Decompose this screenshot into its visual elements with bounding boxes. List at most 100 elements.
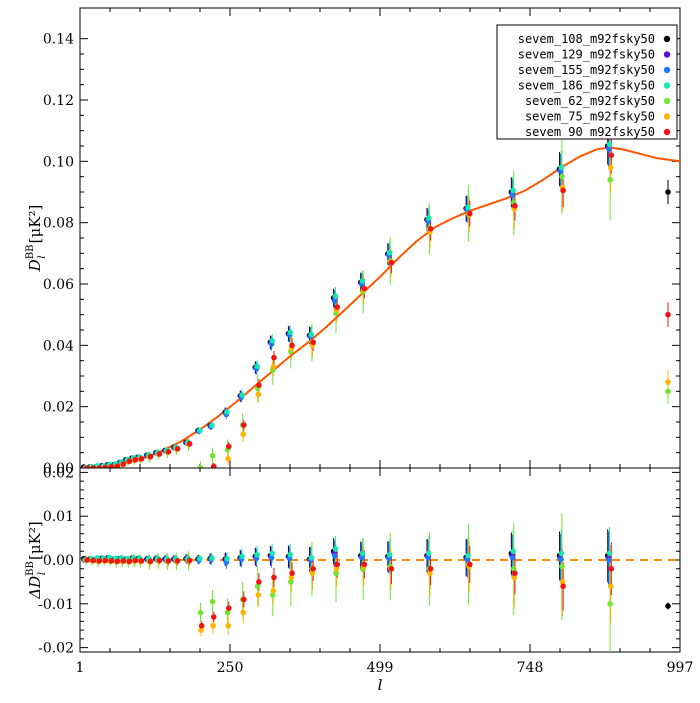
top-ylabel-unit: [μK²]: [26, 205, 44, 244]
bottom-data-point: [510, 548, 516, 555]
top-data-point: [120, 461, 127, 467]
bottom-data-point: [186, 557, 193, 564]
bottom-data-point: [308, 555, 315, 561]
legend: sevem_108_m92fsky50 sevem_129_m92fsky50se…: [496, 24, 678, 140]
top-data-point: [558, 164, 565, 171]
top-data-point: [310, 339, 316, 346]
legend-label: sevem_75_m92fsky50: [525, 110, 655, 124]
bottom-data-point: [138, 558, 145, 564]
bottom-y-tick-label: -0.01: [38, 597, 74, 613]
bottom-data-point: [102, 557, 109, 564]
bottom-data-point: [607, 583, 614, 590]
top-data-point: [466, 210, 473, 217]
bottom-data-point: [289, 570, 295, 576]
bottom-data-point: [255, 592, 262, 598]
bottom-ylabel-unit: [μK²]: [26, 521, 44, 560]
top-data-point: [224, 409, 230, 415]
bottom-data-point: [198, 622, 205, 629]
top-data-point: [425, 215, 432, 221]
top-y-tick-label: 0.00: [43, 461, 74, 477]
top-data-point: [560, 187, 566, 194]
legend-label: sevem_62_m92fsky50: [525, 94, 655, 108]
bottom-data-point: [309, 570, 316, 576]
top-data-point: [197, 427, 203, 434]
svg-text:ΔDBBl[μK²]: ΔDBBl [μK²]: [25, 521, 48, 599]
top-data-point: [608, 152, 615, 158]
bottom-data-point: [126, 558, 133, 565]
top-data-point: [90, 465, 97, 468]
bottom-y-tick-label: 0.00: [43, 553, 74, 569]
bottom-data-point: [608, 565, 615, 572]
bottom-data-point: [256, 579, 262, 585]
bottom-data-point: [512, 570, 518, 576]
bottom-data-point: [332, 546, 339, 552]
edge-data-point: [665, 388, 671, 395]
bottom-data-point: [333, 570, 339, 576]
legend-label: sevem_155_m92fsky50: [518, 63, 655, 77]
top-data-point: [209, 452, 216, 459]
top-y-axis-title: DBBl [μK²]: [25, 205, 48, 273]
top-data-point: [607, 176, 613, 183]
top-data-point: [255, 391, 262, 398]
top-data-point: [359, 278, 366, 284]
bottom-data-point: [240, 609, 247, 616]
top-data-point: [241, 422, 247, 428]
top-data-point: [361, 285, 368, 292]
bottom-data-point: [288, 574, 295, 581]
bottom-data-point: [210, 614, 217, 620]
legend-box: [496, 24, 678, 140]
bottom-data-point: [147, 558, 154, 565]
svg-text:DBBl[μK²]: DBBl [μK²]: [25, 205, 48, 273]
legend-label: sevem_108_m92fsky50: [518, 32, 655, 46]
bottom-data-point: [269, 550, 275, 557]
top-data-point: [270, 364, 277, 370]
bottom-data-point: [359, 550, 366, 557]
top-data-point: [308, 331, 315, 338]
top-y-tick-label: 0.12: [43, 93, 74, 109]
bottom-data-point: [606, 550, 613, 557]
bottom-data-point: [197, 555, 203, 562]
bottom-data-point: [359, 555, 365, 561]
bottom-panel: -0.02 -0.01 0.00 0.01 0.02 1 250 499 748 997: [38, 465, 693, 676]
bottom-y-tick-label: 0.01: [43, 509, 74, 525]
top-ylabel-sup: BB: [25, 245, 36, 260]
bottom-data-point: [241, 596, 247, 603]
top-y-tick-label: 0.08: [43, 216, 74, 232]
top-data-point: [108, 463, 115, 468]
top-data-point: [510, 187, 516, 194]
top-data-point: [254, 363, 260, 369]
bottom-data-point: [209, 555, 215, 562]
bottom-ylabel-sup: BB: [25, 561, 36, 576]
bottom-data-point: [607, 601, 613, 607]
x-tick-label: 250: [217, 660, 244, 676]
legend-marker: [663, 66, 671, 74]
top-data-point: [102, 464, 109, 468]
top-data-point: [256, 382, 262, 389]
top-data-point: [386, 249, 393, 256]
top-data-point: [606, 141, 613, 148]
edge-data-point: [665, 379, 671, 385]
bottom-x-ticks: 1 250 499 748 997: [76, 468, 694, 676]
top-data-points: [80, 91, 671, 468]
bottom-data-point: [427, 565, 434, 572]
top-data-point: [225, 456, 231, 462]
top-y-ticks: 0.00 0.02 0.04 0.06 0.08 0.10 0.12 0.14: [43, 32, 680, 477]
top-data-point: [174, 445, 181, 452]
top-data-point: [269, 337, 275, 344]
legend-label: sevem_129_m92fsky50: [518, 48, 655, 62]
bottom-data-point: [388, 565, 395, 572]
bottom-data-point: [84, 557, 91, 563]
top-y-tick-label: 0.06: [43, 277, 74, 293]
bottom-data-point: [156, 557, 163, 564]
bottom-data-point: [288, 579, 294, 585]
bottom-data-point: [361, 561, 368, 568]
bottom-ylabel-main: ΔD: [26, 576, 44, 600]
x-tick-label: 997: [667, 660, 694, 676]
legend-marker: [663, 113, 671, 120]
bottom-error-bars: [83, 513, 669, 652]
top-data-point: [138, 456, 145, 462]
top-data-point: [332, 298, 338, 304]
top-y-tick-label: 0.10: [43, 154, 74, 170]
bottom-data-point: [310, 565, 316, 572]
bottom-data-point: [510, 565, 517, 572]
